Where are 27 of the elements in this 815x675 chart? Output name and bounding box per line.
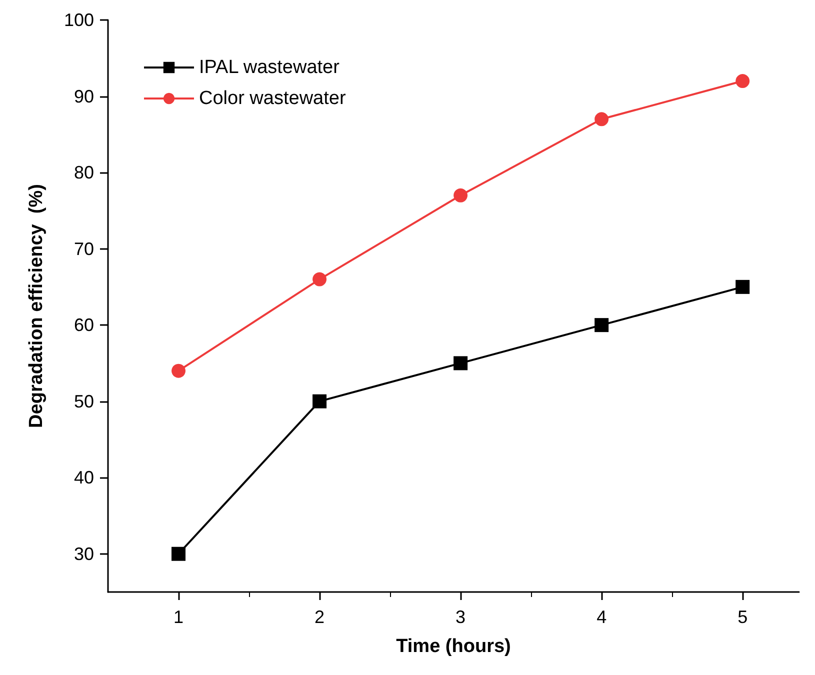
point xyxy=(736,280,750,294)
x-tick-label: 5 xyxy=(738,607,748,627)
point xyxy=(312,394,327,408)
y-tick-label: 100 xyxy=(64,10,94,30)
y-tick-label: 70 xyxy=(74,238,94,259)
point xyxy=(454,188,468,202)
y-tick-label: 90 xyxy=(74,86,94,106)
legend-label: IPAL wastewater xyxy=(199,57,340,78)
x-tick-label: 4 xyxy=(596,607,607,627)
y-tick-label: 60 xyxy=(74,315,94,336)
x-tick-label: 2 xyxy=(314,607,325,627)
y-tick-label: 80 xyxy=(74,162,94,183)
y-tick-label: 40 xyxy=(74,468,94,488)
legend-label: Color wastewater xyxy=(199,88,346,109)
point xyxy=(454,356,468,370)
point xyxy=(312,272,327,286)
point xyxy=(594,112,609,126)
x-axis-title: Time (hours) xyxy=(396,636,511,657)
y-tick-label: 30 xyxy=(74,544,94,564)
point xyxy=(172,364,186,378)
y-axis-title: Degradation efficiency (%) xyxy=(26,184,47,428)
x-tick-label: 1 xyxy=(174,607,184,627)
y-tick-label: 50 xyxy=(74,391,94,412)
point xyxy=(594,318,609,332)
point xyxy=(736,74,750,88)
point xyxy=(172,546,186,561)
x-tick-label: 3 xyxy=(456,607,466,627)
